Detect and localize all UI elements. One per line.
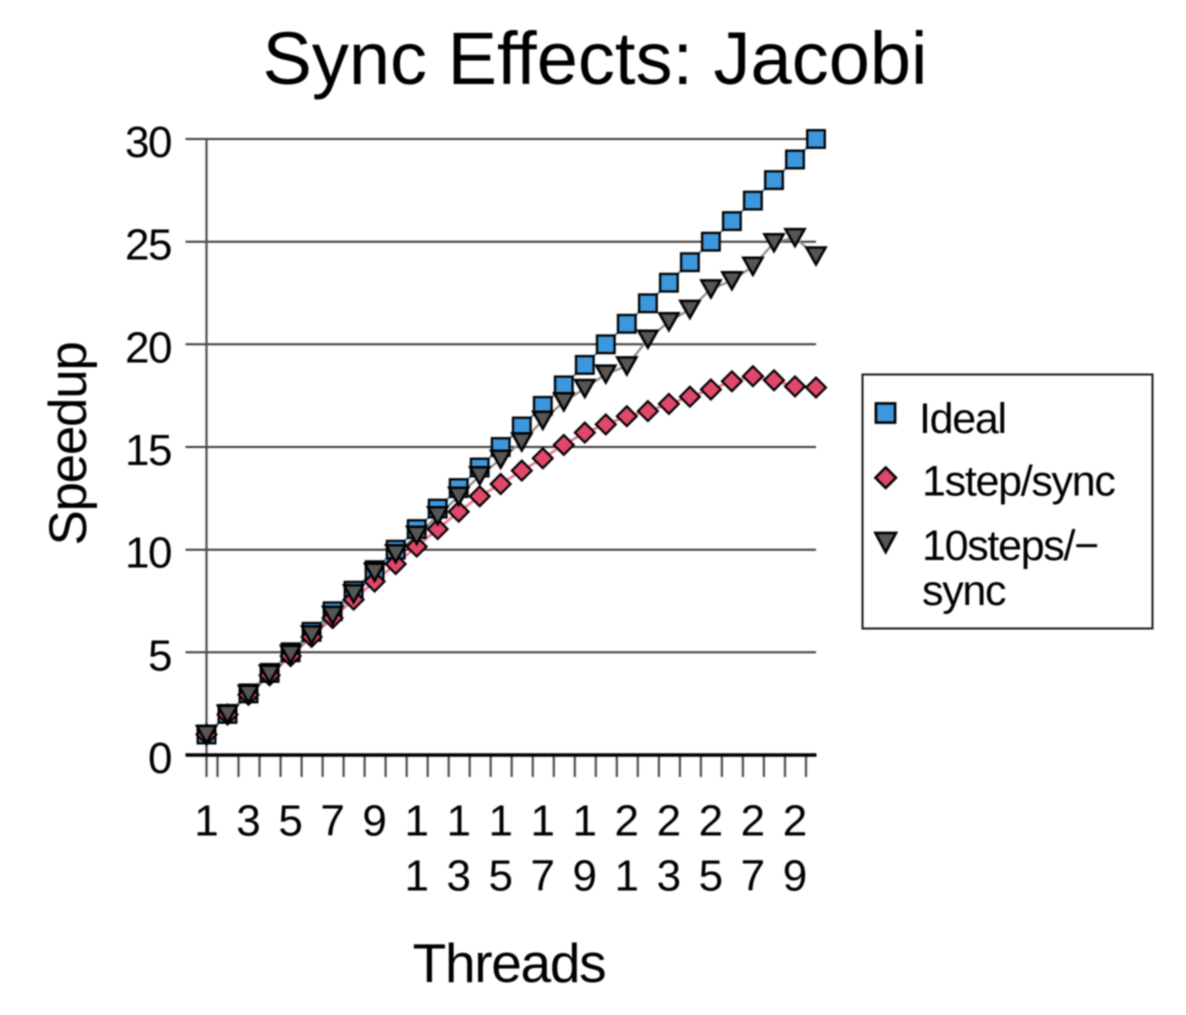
svg-text:30: 30 [125,118,171,167]
svg-text:Speedup: Speedup [39,342,98,545]
svg-text:sync: sync [922,567,1006,615]
svg-text:1: 1 [488,797,512,846]
svg-text:7: 7 [741,852,765,901]
svg-text:3: 3 [236,797,260,846]
svg-text:1: 1 [194,797,218,846]
svg-text:2: 2 [615,797,639,846]
svg-text:Sync Effects: Jacobi: Sync Effects: Jacobi [263,17,928,100]
svg-text:20: 20 [125,323,171,372]
svg-text:9: 9 [573,852,597,901]
svg-text:9: 9 [783,852,807,901]
svg-text:7: 7 [531,852,555,901]
svg-text:Ideal: Ideal [919,395,1006,443]
svg-text:10: 10 [125,529,171,578]
svg-text:3: 3 [657,852,681,901]
svg-text:5: 5 [699,852,723,901]
svg-text:1: 1 [404,797,428,846]
svg-text:2: 2 [657,797,681,846]
svg-text:1: 1 [404,852,428,901]
svg-text:15: 15 [125,426,171,475]
svg-text:2: 2 [699,797,723,846]
svg-text:0: 0 [148,734,171,783]
svg-text:1: 1 [615,852,639,901]
svg-text:1: 1 [531,797,555,846]
svg-text:5: 5 [488,852,512,901]
svg-text:5: 5 [278,797,302,846]
svg-text:2: 2 [741,797,765,846]
svg-text:25: 25 [125,221,171,270]
svg-text:Threads: Threads [413,932,606,994]
svg-text:1: 1 [446,797,470,846]
svg-text:7: 7 [320,797,344,846]
svg-text:9: 9 [362,797,386,846]
svg-text:5: 5 [148,631,171,680]
svg-text:3: 3 [446,852,470,901]
svg-text:10steps/−: 10steps/− [922,522,1098,570]
svg-text:1: 1 [573,797,597,846]
svg-text:1step/sync: 1step/sync [922,458,1115,506]
svg-text:2: 2 [783,797,807,846]
